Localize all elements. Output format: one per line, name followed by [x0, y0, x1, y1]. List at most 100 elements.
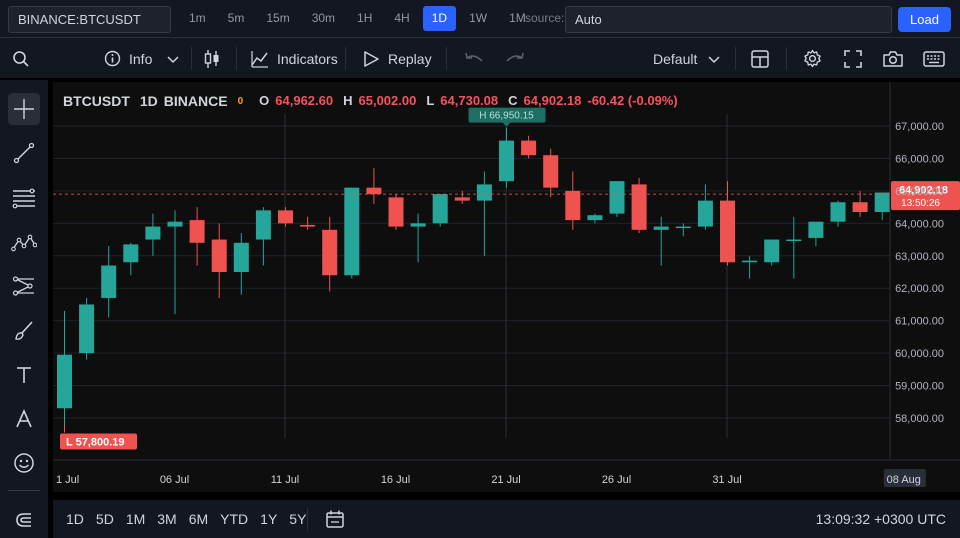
redo-button[interactable]: [505, 38, 525, 79]
interval-1m[interactable]: 1m: [189, 11, 206, 25]
play-icon: [364, 50, 379, 67]
x-tick-label: 26 Jul: [602, 474, 631, 486]
interval-1m[interactable]: 1M: [509, 11, 526, 25]
search-button[interactable]: [12, 38, 30, 79]
chart-type-button[interactable]: [203, 38, 221, 79]
candle-body: [830, 202, 846, 222]
replay-button[interactable]: Replay: [362, 38, 432, 79]
candle-body: [366, 187, 382, 195]
smiley-icon: [14, 453, 34, 473]
goto-date-button[interactable]: [325, 509, 345, 534]
range-5d[interactable]: 5D: [95, 511, 114, 527]
x-tick-label: 21 Jul: [491, 474, 520, 486]
last-price-label: 64,902.18: [899, 185, 948, 197]
candle-body: [697, 200, 713, 227]
trend-line-icon: [13, 142, 35, 164]
fib-tool[interactable]: [8, 182, 40, 214]
candle-body: [476, 184, 492, 201]
y-tick-label: 60,000.00: [895, 348, 944, 360]
candle-body: [808, 221, 824, 238]
interval-4h[interactable]: 4H: [394, 11, 410, 25]
interval-15m[interactable]: 15m: [266, 11, 290, 25]
magnet-icon: [16, 513, 31, 527]
letter-a-icon: [16, 409, 32, 428]
legend-close-label: C: [508, 93, 518, 108]
text-tool[interactable]: [8, 359, 40, 391]
low-marker-label: L 57,800.19: [66, 436, 125, 448]
candle-body: [79, 304, 95, 354]
candle-body: [322, 229, 338, 276]
legend-close: 64,902.18: [523, 93, 582, 108]
candle-body: [852, 202, 868, 212]
range-1m[interactable]: 1M: [125, 511, 146, 527]
range-3m[interactable]: 3M: [157, 511, 177, 527]
magnet-tool[interactable]: [8, 504, 40, 536]
x-tick-label: 06 Jul: [160, 474, 189, 486]
last-price-tag: [891, 181, 960, 211]
interval-selector: 1m 5m 15m 30m 1H 4H 1D 1W 1M: [180, 6, 535, 33]
tool-divider: [8, 490, 40, 491]
forecast-icon: [12, 276, 34, 296]
candle-body: [587, 215, 603, 221]
legend-low-label: L: [426, 93, 435, 108]
drawing-toolbar: [0, 80, 48, 538]
low-marker-tag: [60, 433, 137, 450]
candle-body: [57, 354, 72, 409]
load-button[interactable]: Load: [898, 7, 951, 32]
brush-tool[interactable]: [8, 315, 40, 347]
crosshair-tool[interactable]: [8, 93, 40, 125]
y-tick-label: 58,000.00: [895, 413, 944, 425]
legend-high-label: H: [343, 93, 353, 108]
interval-30m[interactable]: 30m: [311, 11, 336, 25]
legend-high: 65,002.00: [358, 93, 417, 108]
toolbar-divider: [446, 47, 447, 70]
annotation-tool[interactable]: [8, 403, 40, 435]
top-bar: 1m 5m 15m 30m 1H 4H 1D 1W 1M source: Load: [0, 0, 960, 38]
info-button[interactable]: Info: [104, 38, 180, 79]
symbol-input[interactable]: [8, 6, 171, 33]
camera-icon: [883, 50, 903, 67]
interval-5m[interactable]: 5m: [227, 11, 245, 25]
indicators-label: Indicators: [277, 50, 338, 67]
range-5y[interactable]: 5Y: [289, 511, 307, 527]
chart-pane[interactable]: 64,902.18 13:50:26 H 66,950.15 L 57,800.19 …: [53, 82, 960, 492]
range-selector: 1D 5D 1M 3M 6M YTD 1Y 5Y: [60, 500, 312, 538]
candle-body: [167, 221, 183, 227]
candle-body: [300, 224, 316, 227]
interval-1w[interactable]: 1W: [469, 11, 488, 25]
x-tick-label: 31 Jul: [712, 474, 741, 486]
forecast-tool[interactable]: [8, 270, 40, 302]
info-label: Info: [129, 50, 153, 67]
source-input[interactable]: [565, 6, 892, 33]
layout-selector[interactable]: Default: [653, 38, 721, 79]
emoji-tool[interactable]: [8, 447, 40, 479]
high-marker-tag: [468, 107, 546, 123]
indicators-button[interactable]: Indicators: [251, 38, 338, 79]
candle-body: [410, 223, 426, 227]
fullscreen-button[interactable]: [844, 38, 862, 79]
range-1d[interactable]: 1D: [66, 511, 84, 527]
screenshot-button[interactable]: [883, 38, 903, 79]
pattern-tool[interactable]: [8, 226, 40, 258]
candle-body: [189, 220, 205, 243]
candle-body: [631, 184, 647, 230]
interval-1d[interactable]: 1D: [422, 6, 457, 31]
ohlc-legend: BTCUSDT 1D BINANCE 0 O 64,962.60 H 65,00…: [63, 93, 678, 110]
layout-button[interactable]: [751, 38, 769, 79]
range-ytd[interactable]: YTD: [220, 511, 249, 527]
brush-icon: [15, 321, 33, 340]
settings-button[interactable]: [803, 38, 822, 79]
y-tick-label: 66,000.00: [895, 153, 944, 165]
trend-line-tool[interactable]: [8, 137, 40, 169]
countdown-label: 13:50:26: [901, 198, 940, 209]
clock: 13:09:32 +0300 UTC: [815, 511, 946, 527]
interval-1h[interactable]: 1H: [357, 11, 373, 25]
range-6m[interactable]: 6M: [188, 511, 209, 527]
gear-icon: [804, 49, 821, 68]
candle-body: [278, 210, 293, 224]
keyboard-button[interactable]: [923, 38, 945, 79]
candle-body: [211, 239, 227, 272]
undo-button[interactable]: [464, 38, 484, 79]
range-1y[interactable]: 1Y: [260, 511, 278, 527]
